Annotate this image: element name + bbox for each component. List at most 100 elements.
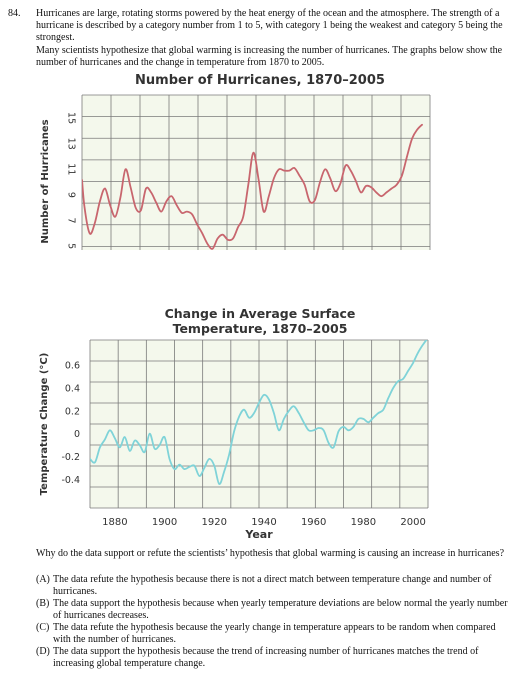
data-point bbox=[129, 450, 131, 452]
data-point bbox=[406, 155, 408, 158]
data-point bbox=[357, 418, 359, 420]
data-point bbox=[298, 175, 301, 177]
data-point bbox=[196, 223, 198, 225]
series-line-group bbox=[90, 337, 428, 485]
data-point bbox=[99, 446, 101, 448]
choice-letter: (B) bbox=[36, 598, 50, 609]
data-point bbox=[228, 453, 230, 455]
data-point bbox=[342, 426, 345, 428]
x-tick-label: 1980 bbox=[351, 517, 376, 528]
data-point bbox=[233, 430, 235, 432]
data-point bbox=[119, 196, 121, 199]
data-point bbox=[94, 222, 96, 224]
y-tick-label: 15 bbox=[66, 112, 77, 124]
data-point bbox=[99, 200, 101, 202]
data-point bbox=[273, 412, 275, 414]
question-text: Why do the data support or refute the sc… bbox=[36, 548, 505, 559]
x-axis-label: Year bbox=[244, 528, 273, 541]
data-point bbox=[278, 168, 280, 170]
data-point bbox=[350, 170, 352, 172]
data-point bbox=[168, 458, 171, 460]
data-point bbox=[339, 182, 341, 184]
data-point bbox=[203, 467, 205, 469]
data-point bbox=[283, 418, 285, 420]
data-point bbox=[109, 204, 111, 206]
choice-letter: (A) bbox=[36, 574, 50, 585]
data-point bbox=[160, 211, 162, 213]
data-point bbox=[159, 444, 161, 446]
y-tick-label: 0.4 bbox=[65, 384, 80, 395]
data-point bbox=[427, 337, 428, 338]
question-intro: Hurricanes are large, rotating storms po… bbox=[36, 8, 510, 69]
data-point bbox=[293, 405, 295, 407]
data-point bbox=[252, 152, 254, 154]
answer-choice-c[interactable]: (C) The data refute the hypothesis becaus… bbox=[36, 622, 510, 646]
data-point bbox=[104, 187, 106, 190]
choice-text: The data refute the hypothesis because t… bbox=[53, 574, 492, 597]
hurricanes-chart: 57911131501880190019201940196019802000Nu… bbox=[40, 94, 431, 250]
data-point bbox=[411, 138, 413, 140]
data-point bbox=[154, 448, 156, 450]
data-point bbox=[140, 209, 142, 211]
data-point bbox=[396, 184, 398, 186]
data-point bbox=[253, 412, 255, 414]
y-axis-label: Temperature Change (°C) bbox=[39, 353, 50, 496]
data-point bbox=[268, 398, 270, 400]
data-point bbox=[155, 202, 157, 204]
data-point bbox=[124, 168, 127, 170]
data-point bbox=[377, 412, 379, 414]
data-point bbox=[397, 380, 399, 382]
y-tick-label: -0.2 bbox=[61, 452, 80, 463]
choice-text: The data support the hypothesis because … bbox=[53, 646, 479, 669]
data-point bbox=[135, 207, 137, 209]
chart-title-line: Change in Average Surface bbox=[164, 306, 356, 321]
data-point bbox=[218, 483, 220, 485]
answer-choice-d[interactable]: (D) The data support the hypothesis becau… bbox=[36, 646, 510, 670]
y-tick-label: 5 bbox=[66, 243, 77, 249]
data-point bbox=[329, 177, 331, 179]
question-prompt: Why do the data support or refute the sc… bbox=[36, 548, 510, 560]
data-point bbox=[176, 204, 178, 206]
data-point bbox=[347, 429, 350, 431]
data-point bbox=[360, 191, 362, 193]
choice-letter: (D) bbox=[36, 646, 50, 657]
data-point bbox=[268, 195, 270, 197]
data-point bbox=[375, 191, 377, 193]
data-point bbox=[303, 421, 305, 423]
data-point bbox=[248, 417, 250, 419]
data-point bbox=[130, 186, 132, 188]
x-tick-label: 1940 bbox=[251, 517, 276, 528]
answer-choice-a[interactable]: (A) The data refute the hypothesis becaus… bbox=[36, 574, 510, 598]
temperature-chart: 0.6 0.4 0.2 0 -0.2 -0.4 1880 1900 1920 1940 1960 19… bbox=[39, 337, 429, 541]
data-point bbox=[114, 437, 116, 439]
data-point bbox=[391, 187, 393, 190]
answer-choice-b[interactable]: (B) The data support the hypothesis becau… bbox=[36, 598, 510, 622]
y-tick-label: 13 bbox=[66, 138, 77, 150]
data-point bbox=[119, 446, 121, 448]
choice-text: The data refute the hypothesis because t… bbox=[53, 622, 496, 645]
data-point bbox=[370, 186, 372, 188]
data-point bbox=[288, 410, 290, 412]
data-point bbox=[171, 195, 173, 197]
y-axis-label: Number of Hurricanes bbox=[40, 119, 51, 243]
data-point bbox=[293, 167, 295, 169]
data-point bbox=[94, 461, 96, 463]
data-point bbox=[223, 470, 225, 472]
data-point bbox=[382, 409, 384, 411]
data-point bbox=[263, 394, 265, 396]
x-tick-label: 2000 bbox=[400, 517, 425, 528]
data-point bbox=[258, 402, 260, 404]
data-point bbox=[90, 458, 91, 460]
data-point bbox=[109, 429, 111, 431]
data-point bbox=[392, 387, 394, 389]
data-point bbox=[164, 436, 166, 438]
y-tick-label: 7 bbox=[66, 218, 77, 224]
data-point bbox=[198, 475, 200, 477]
data-point bbox=[227, 239, 229, 241]
data-point bbox=[134, 440, 136, 442]
data-point bbox=[193, 465, 195, 467]
data-point bbox=[288, 170, 290, 172]
data-point bbox=[243, 409, 245, 411]
data-point bbox=[165, 200, 167, 202]
data-point bbox=[222, 234, 224, 236]
